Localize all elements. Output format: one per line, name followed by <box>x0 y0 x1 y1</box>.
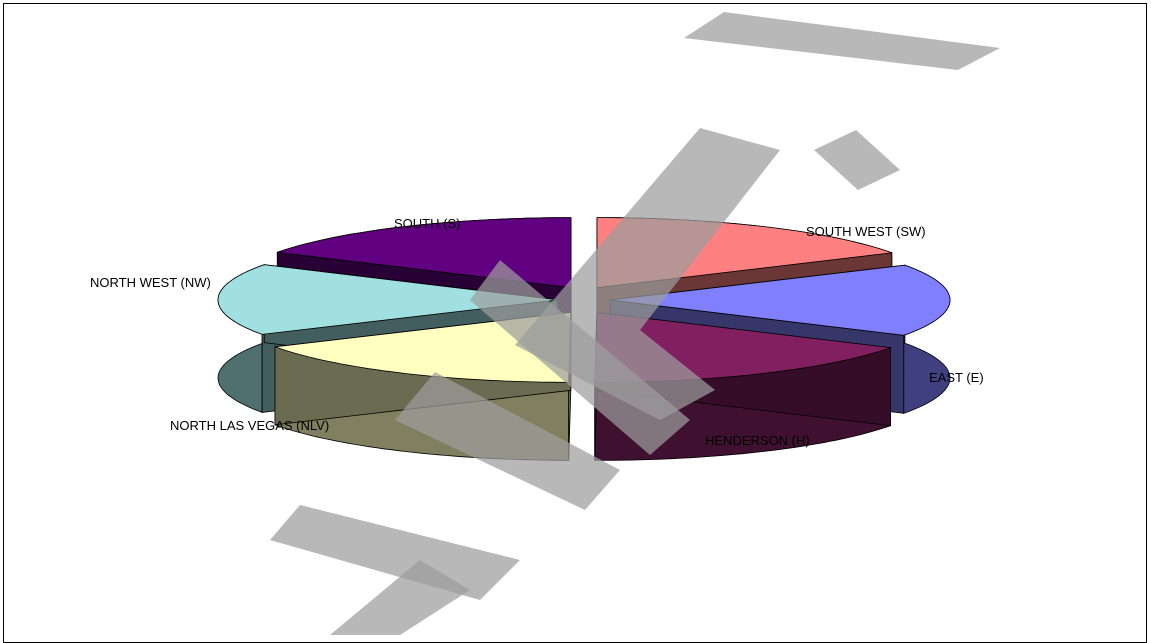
watermark-letter-a-lower <box>330 560 470 635</box>
watermark-letter-s <box>684 12 1000 70</box>
slice-label-nlv: NORTH LAS VEGAS (NLV) <box>170 418 329 433</box>
slice-label-sw: SOUTH WEST (SW) <box>806 224 926 239</box>
slice-label-s: SOUTH (S) <box>394 216 460 231</box>
watermark-letter-m-mid <box>470 260 690 455</box>
sample-watermark <box>270 12 1000 635</box>
watermark-letter-l <box>814 130 900 190</box>
slice-labels: SOUTH WEST (SW) EAST (E) HENDERSON (H) N… <box>90 216 984 448</box>
pie-slice-top-1 <box>609 264 951 336</box>
pie-slice-top-3 <box>274 311 572 383</box>
watermark-letter-a <box>270 505 520 600</box>
slice-label-nw: NORTH WEST (NW) <box>90 275 211 290</box>
watermark-letter-m <box>395 372 620 510</box>
slice-label-e: EAST (E) <box>929 370 984 385</box>
pie-slice-top-4 <box>217 264 559 335</box>
slice-label-h: HENDERSON (H) <box>705 433 810 448</box>
